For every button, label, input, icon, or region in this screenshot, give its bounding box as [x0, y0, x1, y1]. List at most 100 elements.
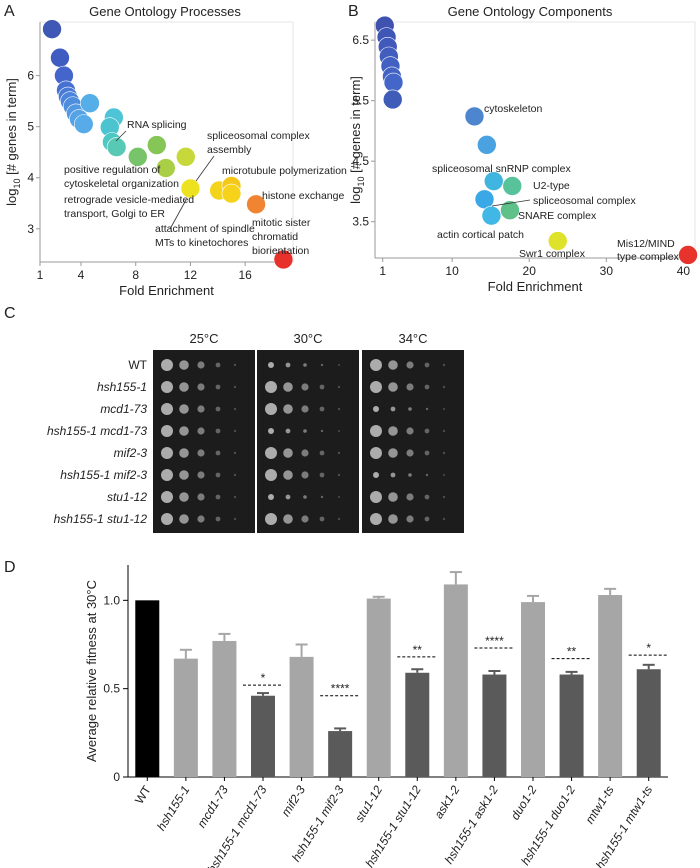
- spot: [373, 406, 379, 412]
- spot: [337, 407, 341, 411]
- bubble: [246, 194, 266, 215]
- significance: **: [413, 643, 423, 657]
- spot: [338, 430, 340, 432]
- spot: [373, 472, 379, 478]
- spot: [283, 448, 293, 458]
- plate-image: [153, 350, 255, 533]
- spot: [388, 360, 398, 370]
- significance: *: [646, 641, 651, 655]
- significance: **: [567, 645, 577, 659]
- spot: [442, 451, 446, 455]
- x-tick-label: 8: [132, 268, 139, 282]
- spot: [370, 425, 382, 437]
- spot: [319, 450, 325, 456]
- spot: [265, 381, 277, 393]
- y-axis-label: log10 [# genes in term]: [4, 78, 22, 206]
- bubble: [180, 178, 201, 199]
- spot: [179, 360, 189, 370]
- bar: [443, 584, 468, 777]
- spot: [233, 495, 237, 499]
- x-axis-label: Fold Enrichment: [119, 283, 214, 298]
- spot: [197, 383, 205, 391]
- spot: [285, 428, 291, 434]
- spot: [301, 515, 309, 523]
- bar: [212, 640, 237, 777]
- bar: [559, 674, 584, 777]
- bubble: [477, 135, 497, 155]
- spot: [424, 362, 430, 368]
- x-tick-label: 10: [445, 264, 459, 278]
- spot: [215, 494, 221, 500]
- spot: [337, 473, 341, 477]
- spot: [303, 495, 307, 499]
- bar: [405, 672, 430, 777]
- annotation: attachment of spindle: [155, 223, 255, 235]
- leader-line: [169, 199, 187, 230]
- spot: [338, 496, 340, 498]
- spot: [215, 384, 221, 390]
- significance: ****: [485, 634, 504, 648]
- y-tick-label: 3: [27, 222, 34, 236]
- plot-background: [39, 21, 294, 263]
- temperature-label: 34°C: [398, 331, 427, 346]
- annotation: transport, Golgi to ER: [64, 208, 165, 220]
- spot: [233, 385, 237, 389]
- spot: [285, 494, 291, 500]
- x-tick-label: hsh155-1: [154, 783, 192, 833]
- spot: [337, 385, 341, 389]
- spot: [390, 406, 396, 412]
- spot: [442, 495, 446, 499]
- bubble: [273, 249, 294, 270]
- y-tick-label: 4.5: [352, 154, 369, 168]
- spot: [301, 383, 309, 391]
- panel-label: C: [4, 305, 16, 322]
- x-tick-label: 20: [523, 264, 537, 278]
- annotation: positive regulation of: [64, 164, 160, 176]
- spot: [161, 381, 173, 393]
- annotation: spliceosomal complex: [207, 130, 310, 142]
- y-axis-label-part: 10: [356, 177, 366, 187]
- x-tick-label: 16: [238, 268, 252, 282]
- significance: ****: [331, 682, 350, 696]
- spot: [442, 363, 446, 367]
- spot: [161, 359, 173, 371]
- y-tick-label: 4: [27, 171, 34, 185]
- annotation: MTs to kinetochores: [155, 237, 248, 249]
- spot: [442, 517, 446, 521]
- annotation: actin cortical patch: [437, 229, 524, 241]
- strain-label: stu1-12: [107, 490, 147, 504]
- bubble: [481, 205, 502, 226]
- x-tick-label: 40: [677, 264, 691, 278]
- bubble: [500, 200, 520, 220]
- spot: [388, 514, 398, 524]
- spot: [425, 473, 429, 477]
- y-axis-label: log10 [# genes in term]: [348, 76, 366, 204]
- spot: [197, 427, 205, 435]
- spot: [161, 513, 173, 525]
- spot: [425, 407, 429, 411]
- spot: [443, 408, 445, 410]
- spot: [301, 471, 309, 479]
- bubble: [483, 171, 504, 191]
- bar: [598, 595, 623, 777]
- plate-image: [362, 350, 464, 533]
- spot: [370, 447, 382, 459]
- spot: [179, 404, 189, 414]
- spot: [285, 362, 291, 368]
- spot: [215, 516, 221, 522]
- y-tick-label: 6.5: [352, 33, 369, 47]
- bubble: [73, 114, 94, 134]
- bubble: [50, 47, 70, 68]
- bubble: [42, 19, 62, 39]
- bubble: [106, 137, 127, 157]
- x-axis-label: Fold Enrichment: [488, 279, 583, 294]
- bar: [636, 669, 661, 777]
- bubble: [175, 147, 196, 167]
- annotation: assembly: [207, 144, 252, 156]
- x-tick-label: 1: [379, 264, 386, 278]
- x-tick-label: 30: [600, 264, 614, 278]
- bar: [173, 658, 198, 777]
- spot: [443, 474, 445, 476]
- leader-line: [195, 155, 215, 182]
